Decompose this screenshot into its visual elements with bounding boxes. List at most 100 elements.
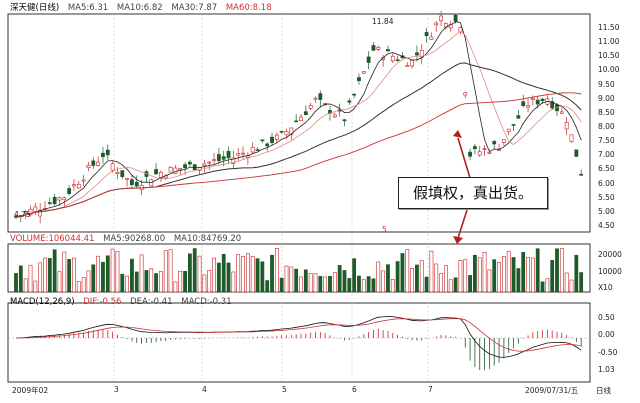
- volume-bar: [303, 269, 308, 293]
- candle-body: [492, 141, 497, 145]
- volume-bar: [14, 273, 18, 293]
- volume-bar: [134, 271, 139, 293]
- price-panel-border: [7, 13, 591, 233]
- candle-body: [134, 181, 139, 187]
- axis-tick-label: 8.00: [598, 122, 615, 131]
- volume-bar: [221, 253, 226, 293]
- volume-bars: [14, 247, 584, 293]
- candle-body: [154, 169, 158, 175]
- volume-bar: [28, 264, 33, 293]
- axis-tick-label: 11.50: [598, 23, 620, 32]
- volume-bar: [501, 256, 506, 293]
- macd-panel-border: [7, 302, 591, 383]
- candle-body: [439, 15, 443, 22]
- x-axis-month: 3: [114, 385, 119, 394]
- candle-body: [241, 152, 245, 155]
- volume-bar: [110, 248, 115, 293]
- x-axis-month: 4: [202, 385, 207, 394]
- candle-body: [202, 163, 207, 166]
- x-axis-month: 5: [282, 385, 287, 394]
- volume-bar: [299, 276, 303, 293]
- macd-value: MACD:-0.31: [181, 297, 232, 307]
- candle-body: [28, 208, 33, 216]
- axis-tick-label: 8.50: [598, 107, 615, 117]
- candle-body: [376, 46, 381, 50]
- volume-bar: [415, 264, 419, 293]
- candle-body: [506, 128, 511, 132]
- dif-line: [15, 316, 582, 358]
- volume-bar: [337, 265, 342, 293]
- candle-body: [516, 115, 521, 119]
- small-mark: 5: [382, 225, 387, 234]
- candle-body: [424, 32, 429, 37]
- candle-body: [526, 105, 530, 108]
- ma60-line: [15, 92, 582, 218]
- volume-bar: [371, 278, 376, 293]
- volume-bar: [231, 271, 236, 293]
- volume-bar: [52, 249, 57, 293]
- candle-body: [173, 167, 178, 174]
- volume-bar: [458, 260, 463, 293]
- volume-bar: [23, 278, 28, 293]
- candle-body: [231, 157, 236, 164]
- volume-bar: [241, 256, 245, 293]
- volume-bar: [279, 277, 284, 293]
- candle-body: [207, 161, 212, 164]
- candle-body: [76, 183, 81, 189]
- volume-bar: [308, 273, 313, 293]
- volume-bar: [468, 275, 472, 293]
- candle-body: [303, 111, 308, 116]
- candle-body: [352, 93, 357, 96]
- volume-bar: [91, 264, 96, 293]
- volume-bar: [144, 270, 149, 293]
- volume-bar: [159, 271, 163, 293]
- macd-histogram: [15, 316, 582, 371]
- volume-bar: [444, 265, 448, 293]
- axis-tick-label: 10.50: [598, 51, 620, 61]
- volume-bar: [212, 257, 216, 293]
- candle-body: [564, 122, 569, 130]
- x-axis-end-date: 2009/07/31/五: [525, 386, 579, 395]
- candle-body: [23, 211, 28, 214]
- volume-bar: [395, 261, 400, 293]
- volume-bar: [57, 271, 62, 293]
- volume-bar: [265, 280, 270, 293]
- candle-body: [419, 50, 424, 58]
- axis-tick-label: X10: [598, 283, 613, 292]
- candle-body: [120, 170, 125, 178]
- volume-bar: [579, 272, 584, 293]
- volume-bar: [178, 270, 183, 293]
- candle-body: [178, 168, 183, 170]
- volume-bar: [101, 261, 105, 293]
- moving-average-lines: [15, 21, 582, 218]
- volume-bar: [390, 279, 395, 293]
- volume-bar: [115, 251, 120, 293]
- volume-bar: [410, 267, 415, 293]
- candle-body: [105, 149, 110, 156]
- ma5-value: MA5:6.31: [67, 3, 109, 13]
- volume-bar: [405, 249, 410, 293]
- candle-body: [468, 151, 472, 157]
- candle-body: [33, 206, 38, 212]
- volume-bar: [43, 257, 47, 293]
- volume-bar: [86, 270, 91, 293]
- volume-bar: [130, 258, 134, 293]
- stock-name: 深天健(日线): [10, 3, 60, 13]
- volume-bar: [245, 253, 250, 293]
- volume-bar: [313, 273, 318, 293]
- candle-body: [81, 179, 86, 182]
- volume-bar: [62, 251, 67, 293]
- axis-tick-label: 10000: [598, 266, 622, 276]
- volume-bar: [463, 259, 468, 293]
- candle-body: [361, 71, 366, 74]
- volume-bar: [318, 276, 323, 293]
- volume-bar: [149, 268, 154, 293]
- volume-bar: [96, 255, 101, 293]
- candle-body: [415, 52, 419, 56]
- candle-body: [410, 60, 415, 67]
- volume-bar: [284, 265, 289, 293]
- volume-panel-border: [7, 243, 591, 293]
- candle-body: [67, 188, 72, 194]
- volume-bar: [564, 272, 569, 293]
- axis-tick-label: 7.00: [598, 150, 615, 160]
